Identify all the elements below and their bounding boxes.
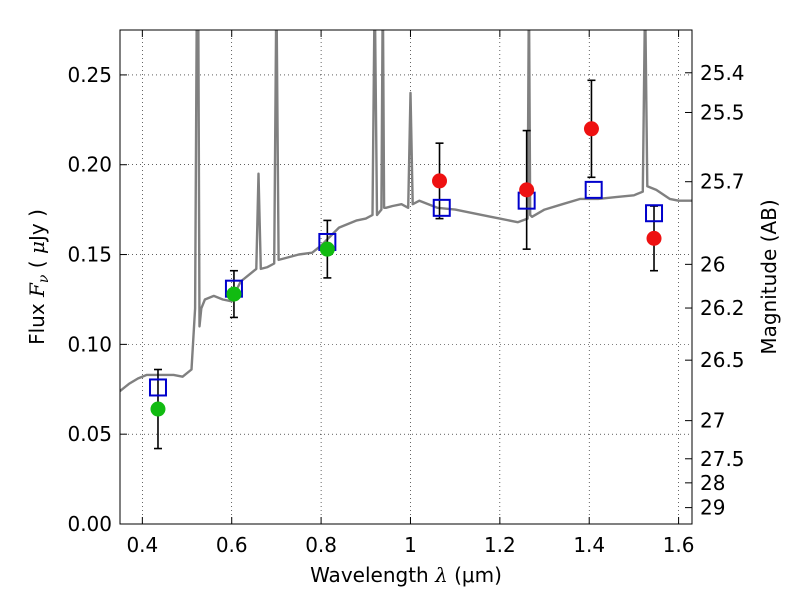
model-points-layer <box>148 180 664 397</box>
observed-point <box>150 401 166 417</box>
observed-points-layer <box>150 121 662 417</box>
x-tick-label: 1.6 <box>663 533 695 557</box>
y2-tick-label: 27 <box>700 409 725 433</box>
y2-tick-label: 25.5 <box>700 100 745 124</box>
y2-tick-label: 26.2 <box>700 296 745 320</box>
x-tick-label: 0.6 <box>216 533 248 557</box>
errorbar-layer <box>153 79 659 450</box>
x-axis-label: Wavelength λ (μm) <box>310 563 502 587</box>
y2-axis-label: Magnitude (AB) <box>757 199 781 354</box>
template-spectrum-line <box>120 30 692 393</box>
observed-point <box>432 173 448 189</box>
y2-tick-label: 26.5 <box>700 348 745 372</box>
x-tick-label: 0.4 <box>126 533 158 557</box>
y2-tick-label: 29 <box>700 496 725 520</box>
y2-tick-label: 26 <box>700 252 725 276</box>
y2-tick-label: 25.4 <box>700 61 745 85</box>
observed-point <box>519 182 535 198</box>
x-tick-label: 1 <box>404 533 417 557</box>
grid <box>120 30 692 525</box>
model-point <box>645 204 664 223</box>
y-tick-label: 0.20 <box>67 153 112 177</box>
y2-tick-label: 27.5 <box>700 447 745 471</box>
observed-point <box>226 286 242 302</box>
y-tick-label: 0.05 <box>67 422 112 446</box>
y-tick-label: 0.25 <box>67 63 112 87</box>
model-point <box>148 378 167 397</box>
x-tick-labels: 0.4 0.6 0.8 1 1.2 1.4 1.6 <box>126 533 694 557</box>
model-point <box>432 198 451 217</box>
observed-point <box>319 241 335 257</box>
y-tick-label: 0.00 <box>67 512 112 536</box>
y2-tick-label: 25.7 <box>700 170 745 194</box>
axis-ticks <box>120 30 692 525</box>
observed-point <box>646 230 662 246</box>
y-tick-label: 0.10 <box>67 332 112 356</box>
y2-tick-label: 28 <box>700 471 725 495</box>
y-tick-label: 0.15 <box>67 243 112 267</box>
x-tick-label: 0.8 <box>305 533 337 557</box>
observed-point <box>583 121 599 137</box>
y-tick-labels: 0.00 0.05 0.10 0.15 0.20 0.25 <box>67 63 112 536</box>
y-axis-label: Flux Fν ( μJy ) <box>25 209 52 345</box>
x-tick-label: 1.4 <box>573 533 605 557</box>
template-spectrum-layer <box>120 30 692 393</box>
plot-frame <box>119 29 693 525</box>
x-tick-label: 1.2 <box>484 533 516 557</box>
model-point <box>584 180 603 199</box>
